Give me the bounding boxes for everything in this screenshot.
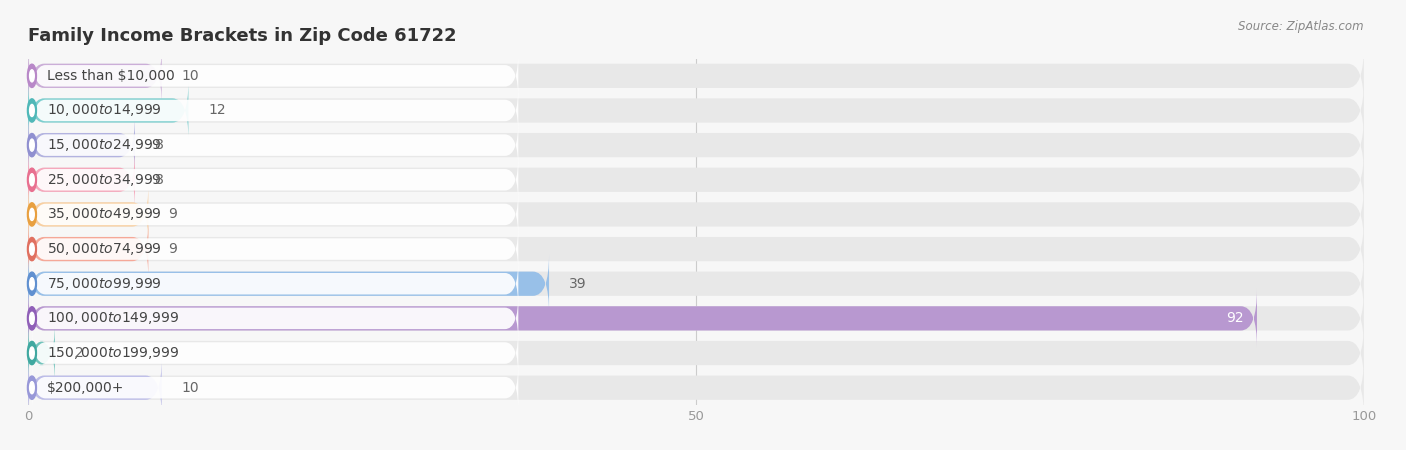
FancyBboxPatch shape	[32, 190, 519, 238]
Text: 39: 39	[569, 277, 586, 291]
FancyBboxPatch shape	[28, 358, 1364, 417]
Text: $25,000 to $34,999: $25,000 to $34,999	[48, 172, 162, 188]
Circle shape	[30, 104, 34, 117]
FancyBboxPatch shape	[32, 121, 519, 169]
Circle shape	[28, 134, 37, 157]
Circle shape	[30, 139, 34, 151]
FancyBboxPatch shape	[32, 225, 519, 273]
Text: 8: 8	[155, 173, 165, 187]
Text: $150,000 to $199,999: $150,000 to $199,999	[48, 345, 180, 361]
FancyBboxPatch shape	[28, 116, 135, 175]
Text: 10: 10	[181, 69, 200, 83]
Text: 8: 8	[155, 138, 165, 152]
Circle shape	[28, 203, 37, 226]
FancyBboxPatch shape	[32, 86, 519, 135]
Circle shape	[30, 208, 34, 220]
Text: $35,000 to $49,999: $35,000 to $49,999	[48, 207, 162, 222]
FancyBboxPatch shape	[28, 46, 162, 105]
FancyBboxPatch shape	[32, 52, 519, 100]
Circle shape	[28, 307, 37, 330]
FancyBboxPatch shape	[32, 260, 519, 308]
Circle shape	[28, 64, 37, 87]
Circle shape	[30, 278, 34, 290]
FancyBboxPatch shape	[28, 150, 135, 209]
FancyBboxPatch shape	[32, 294, 519, 342]
Text: Less than $10,000: Less than $10,000	[48, 69, 174, 83]
Circle shape	[28, 342, 37, 365]
FancyBboxPatch shape	[32, 364, 519, 412]
FancyBboxPatch shape	[28, 185, 149, 244]
Circle shape	[28, 272, 37, 295]
Text: Source: ZipAtlas.com: Source: ZipAtlas.com	[1239, 20, 1364, 33]
Text: $200,000+: $200,000+	[48, 381, 125, 395]
Text: 2: 2	[75, 346, 83, 360]
FancyBboxPatch shape	[28, 289, 1364, 348]
Circle shape	[30, 70, 34, 82]
FancyBboxPatch shape	[28, 150, 1364, 209]
Text: 9: 9	[169, 242, 177, 256]
FancyBboxPatch shape	[28, 254, 548, 313]
FancyBboxPatch shape	[28, 185, 1364, 244]
Text: 92: 92	[1226, 311, 1244, 325]
FancyBboxPatch shape	[32, 329, 519, 377]
Circle shape	[30, 382, 34, 394]
Circle shape	[30, 174, 34, 186]
FancyBboxPatch shape	[28, 81, 188, 140]
FancyBboxPatch shape	[28, 220, 149, 279]
FancyBboxPatch shape	[28, 116, 1364, 175]
Text: $50,000 to $74,999: $50,000 to $74,999	[48, 241, 162, 257]
FancyBboxPatch shape	[28, 254, 1364, 313]
Circle shape	[30, 243, 34, 255]
Circle shape	[30, 347, 34, 359]
FancyBboxPatch shape	[28, 358, 162, 417]
FancyBboxPatch shape	[28, 81, 1364, 140]
Text: $75,000 to $99,999: $75,000 to $99,999	[48, 276, 162, 292]
Text: 12: 12	[208, 104, 226, 117]
Circle shape	[28, 99, 37, 122]
Text: $100,000 to $149,999: $100,000 to $149,999	[48, 310, 180, 326]
Text: 10: 10	[181, 381, 200, 395]
FancyBboxPatch shape	[32, 156, 519, 204]
Circle shape	[28, 168, 37, 191]
FancyBboxPatch shape	[28, 46, 1364, 105]
Text: Family Income Brackets in Zip Code 61722: Family Income Brackets in Zip Code 61722	[28, 27, 457, 45]
Circle shape	[30, 312, 34, 324]
Circle shape	[28, 238, 37, 261]
FancyBboxPatch shape	[28, 324, 1364, 382]
Text: 9: 9	[169, 207, 177, 221]
Text: $15,000 to $24,999: $15,000 to $24,999	[48, 137, 162, 153]
FancyBboxPatch shape	[28, 289, 1257, 348]
FancyBboxPatch shape	[28, 220, 1364, 279]
Circle shape	[28, 376, 37, 399]
FancyBboxPatch shape	[28, 324, 55, 382]
Text: $10,000 to $14,999: $10,000 to $14,999	[48, 103, 162, 118]
